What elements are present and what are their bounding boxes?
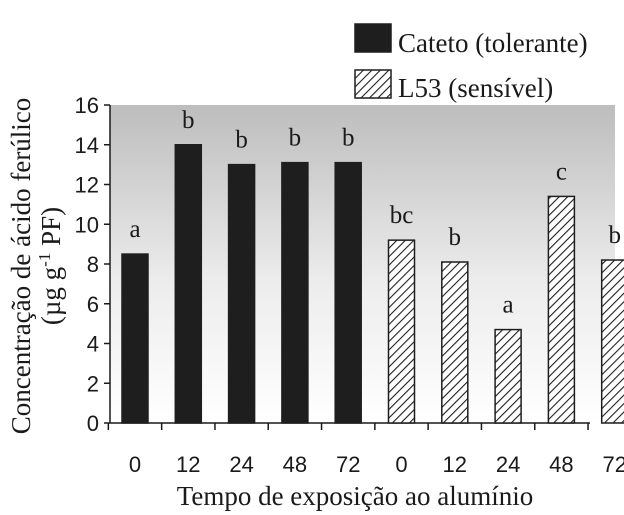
x-tick-label: 48: [549, 452, 573, 477]
x-tick-label: 72: [602, 452, 624, 477]
x-tick-label: 12: [443, 452, 467, 477]
legend: Cateto (tolerante) L53 (sensível): [354, 23, 588, 103]
x-tick-label: 24: [496, 452, 520, 477]
x-tick-label: 0: [395, 452, 407, 477]
legend-swatch-l53: [354, 69, 392, 99]
x-tick-label: 12: [176, 452, 200, 477]
bar-l53-24: [494, 328, 522, 424]
x-tick-label: 24: [229, 452, 253, 477]
y-tick-label: 16: [75, 93, 99, 118]
significance-letter: c: [556, 158, 567, 185]
x-tick-label: 48: [283, 452, 307, 477]
bar-cateto-72: [334, 161, 362, 424]
y-tick-label: 0: [87, 411, 99, 436]
y-tick-label: 12: [75, 173, 99, 198]
y-tick-label: 6: [87, 292, 99, 317]
y-tick-label: 10: [75, 212, 99, 237]
significance-letter: b: [182, 107, 195, 134]
significance-letter: b: [342, 125, 355, 152]
x-axis-title: Tempo de exposição ao alumínio: [177, 481, 534, 511]
legend-swatch-cateto: [354, 23, 392, 53]
legend-label-l53: L53 (sensível): [398, 73, 553, 103]
significance-letter: b: [289, 125, 302, 152]
x-tick-label: 0: [129, 452, 141, 477]
significance-letter: a: [129, 216, 140, 243]
x-axis-ticks: 0 12 24 48 72 0 12 24 48 72: [107, 423, 624, 477]
y-tick-label: 8: [87, 252, 99, 277]
significance-letter: b: [449, 224, 462, 251]
y-tick-label: 2: [87, 371, 99, 396]
bar-cateto-12: [174, 144, 203, 424]
y-tick-label: 14: [75, 133, 99, 158]
bars-group: [121, 144, 624, 424]
significance-letter: a: [503, 292, 514, 319]
significance-letter: bc: [390, 202, 414, 229]
y-axis-title-line1: Concentração de ácido ferúlico: [6, 98, 36, 435]
y-tick-label: 4: [87, 332, 99, 357]
bar-cateto-24: [227, 163, 256, 424]
y-axis-ticks: 0 2 4 6 8 10 12 14 16: [75, 93, 110, 436]
bar-cateto-48: [281, 161, 309, 424]
bar-l53-72: [600, 259, 624, 424]
bar-cateto-0: [121, 253, 149, 424]
bar-l53-48: [547, 195, 576, 424]
bar-l53-12: [441, 261, 469, 424]
x-tick-label: 72: [336, 452, 360, 477]
significance-letter: b: [608, 222, 621, 249]
legend-label-cateto: Cateto (tolerante): [398, 28, 588, 58]
bar-l53-0: [387, 239, 416, 424]
y-axis-title-line2: (µg g-1 PF): [35, 207, 66, 325]
significance-letter: b: [235, 127, 248, 154]
significance-letters: a b b b b bc b a c b: [129, 107, 621, 319]
